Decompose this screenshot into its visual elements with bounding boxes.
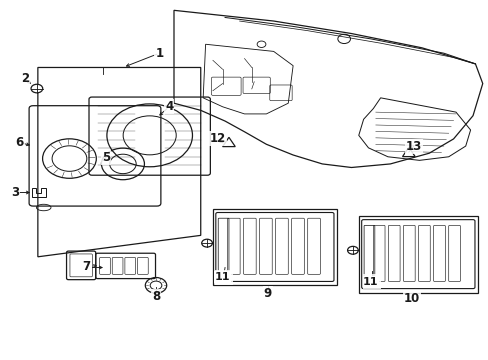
Text: 3: 3 xyxy=(11,186,19,199)
Polygon shape xyxy=(222,137,235,147)
Polygon shape xyxy=(402,147,414,157)
Text: 10: 10 xyxy=(403,292,420,305)
Text: 11: 11 xyxy=(363,277,378,287)
Text: 9: 9 xyxy=(263,287,271,300)
Text: 5: 5 xyxy=(102,151,110,164)
Text: 7: 7 xyxy=(82,260,90,273)
Text: 1: 1 xyxy=(155,47,163,60)
Text: 11: 11 xyxy=(363,275,379,288)
Circle shape xyxy=(31,84,42,93)
Circle shape xyxy=(347,246,358,254)
Circle shape xyxy=(201,239,212,247)
Text: 11: 11 xyxy=(214,272,230,282)
Text: 13: 13 xyxy=(405,140,421,153)
Text: 8: 8 xyxy=(152,289,160,303)
Text: 7: 7 xyxy=(82,261,90,274)
Text: 11: 11 xyxy=(216,271,232,284)
Text: 4: 4 xyxy=(164,100,173,113)
Text: 6: 6 xyxy=(16,136,24,149)
Text: 12: 12 xyxy=(209,132,225,145)
Text: 2: 2 xyxy=(20,72,29,85)
